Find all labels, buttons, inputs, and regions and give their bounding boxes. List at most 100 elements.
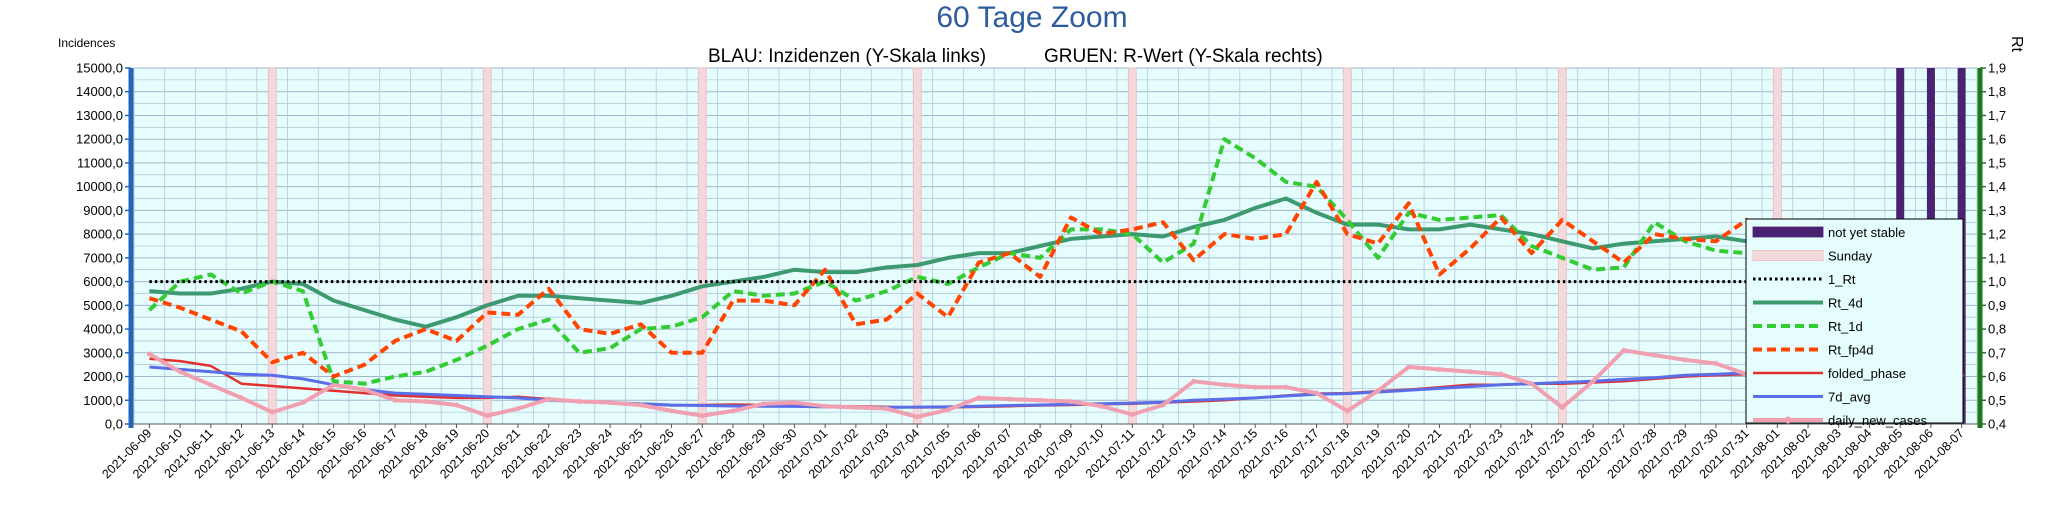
daily-new-cases-point — [853, 404, 859, 410]
daily-new-cases-point — [1314, 390, 1320, 396]
y-right-tick-label: 1,7 — [1988, 108, 2006, 123]
daily-new-cases-point — [1590, 378, 1596, 384]
daily-new-cases-point — [607, 400, 613, 406]
y-right-tick-label: 0,8 — [1988, 322, 2006, 337]
y-right-tick-label: 1,8 — [1988, 84, 2006, 99]
y-left-tick-label: 15000,0 — [76, 61, 123, 76]
legend-swatch — [1752, 250, 1824, 261]
x-axis-ticks: 2021-06-092021-06-102021-06-112021-06-12… — [99, 424, 1967, 481]
daily-new-cases-point — [791, 400, 797, 406]
daily-new-cases-point — [392, 397, 398, 403]
legend: not yet stable Sunday 1_Rt Rt_4d Rt_1d Rt_fp4… — [1745, 218, 1964, 428]
daily-new-cases-point — [146, 351, 152, 357]
gridlines — [133, 67, 1978, 425]
chart-subtitle-right: GRUEN: R-Wert (Y-Skala rechts) — [1044, 46, 1323, 67]
daily-new-cases-point — [1559, 404, 1565, 410]
daily-new-cases-point — [1682, 357, 1688, 363]
legend-marker — [1784, 416, 1792, 424]
daily-new-cases-point — [1406, 364, 1412, 370]
y-left-tick-label: 9000,0 — [83, 203, 123, 218]
y-left-tick-label: 13000,0 — [76, 108, 123, 123]
daily-new-cases-point — [331, 382, 337, 388]
y-left-tick-label: 7000,0 — [83, 250, 123, 265]
daily-new-cases-point — [1621, 347, 1627, 353]
y-left-tick-label: 6000,0 — [83, 274, 123, 289]
daily-new-cases-point — [1498, 371, 1504, 377]
daily-new-cases-point — [576, 398, 582, 404]
y-right-tick-label: 0,9 — [1988, 298, 2006, 313]
y-right-tick-label: 0,7 — [1988, 345, 2006, 360]
daily-new-cases-point — [269, 409, 275, 415]
daily-new-cases-point — [1191, 378, 1197, 384]
daily-new-cases-point — [1099, 403, 1105, 409]
legend-label: Sunday — [1828, 249, 1873, 264]
y-left-tick-label: 0,0 — [105, 417, 123, 432]
y-left-tick-label: 1000,0 — [83, 393, 123, 408]
y-left-tick-label: 2000,0 — [83, 369, 123, 384]
daily-new-cases-point — [761, 401, 767, 407]
series-line-rt-1d — [148, 137, 1963, 386]
sunday-band — [1342, 67, 1352, 425]
legend-label: Rt_fp4d — [1828, 343, 1874, 358]
daily-new-cases-point — [546, 396, 552, 402]
daily-new-cases-point — [239, 395, 245, 401]
daily-new-cases-point — [1651, 352, 1657, 358]
daily-new-cases-point — [208, 382, 214, 388]
y-left-tick-label: 8000,0 — [83, 227, 123, 242]
y-left-tick-label: 5000,0 — [83, 298, 123, 313]
y-left-tick-label: 4000,0 — [83, 322, 123, 337]
y-left-tick-label: 11000,0 — [77, 155, 123, 170]
y-right-tick-label: 0,5 — [1988, 393, 2006, 408]
y-right-tick-label: 1,4 — [1988, 179, 2006, 194]
daily-new-cases-point — [1283, 384, 1289, 390]
series-line-rt-4d — [149, 196, 1962, 329]
legend-label: Rt_4d — [1828, 296, 1863, 311]
daily-new-cases-point — [361, 387, 367, 393]
chart-subtitle-left: BLAU: Inzidenzen (Y-Skala links) — [708, 46, 986, 67]
legend-label: folded_phase — [1828, 366, 1906, 381]
y-right-tick-label: 1,0 — [1988, 274, 2006, 289]
series-line-7d-avg — [149, 359, 1962, 409]
daily-new-cases-point — [669, 408, 675, 414]
y-left-tick-label: 3000,0 — [83, 345, 123, 360]
sunday-band — [912, 67, 922, 425]
daily-new-cases-point — [1221, 382, 1227, 388]
y-right-tick-label: 1,6 — [1988, 132, 2006, 147]
daily-new-cases-point — [515, 406, 521, 412]
y-left-tick-label: 14000,0 — [76, 84, 123, 99]
daily-new-cases-point — [1375, 388, 1381, 394]
daily-new-cases-point — [484, 413, 490, 419]
y-right-tick-label: 1,3 — [1988, 203, 2006, 218]
daily-new-cases-point — [884, 406, 890, 412]
y-axis-left-label: Incidences — [58, 36, 115, 50]
daily-new-cases-point — [1344, 408, 1350, 414]
y-right-tick-label: 1,9 — [1988, 61, 2006, 76]
y-left-tick-label: 10000,0 — [76, 179, 123, 194]
legend-label: Rt_1d — [1828, 319, 1863, 334]
daily-new-cases-point — [1467, 369, 1473, 375]
series-line-rt-fp4d — [148, 179, 1964, 379]
daily-new-cases-point — [914, 414, 920, 420]
y-axis-right-ticks: 0,4 0,5 0,6 0,7 0,8 0,9 1,0 1,1 1,2 1,3 1,4 1,5 1,6 1… — [1980, 61, 2006, 432]
daily-new-cases-point — [1006, 396, 1012, 402]
y-right-tick-label: 1,1 — [1988, 250, 2006, 265]
daily-new-cases-point — [1436, 366, 1442, 372]
daily-new-cases-point — [1160, 402, 1166, 408]
daily-new-cases-point — [976, 395, 982, 401]
y-axis-left-ticks: 0,0 1000,0 2000,0 3000,0 4000,0 5000,0 6000,0 7… — [76, 61, 131, 432]
daily-new-cases-point — [945, 407, 951, 413]
daily-new-cases-point — [730, 408, 736, 414]
sunday-band — [482, 67, 492, 425]
legend-label: daily_new_cases — [1828, 413, 1928, 428]
y-right-tick-label: 1,2 — [1988, 227, 2006, 242]
y-axis-right-label: Rt — [2008, 36, 2025, 53]
series-line-daily-new-cases — [148, 331, 1963, 419]
daily-new-cases-point — [177, 369, 183, 375]
sunday-band — [1127, 67, 1137, 425]
legend-label: 7d_avg — [1828, 390, 1871, 405]
y-right-tick-label: 0,6 — [1988, 369, 2006, 384]
daily-new-cases-point — [638, 402, 644, 408]
legend-swatch — [1752, 226, 1824, 238]
sunday-band — [1557, 67, 1567, 425]
y-right-tick-label: 0,4 — [1988, 417, 2006, 432]
